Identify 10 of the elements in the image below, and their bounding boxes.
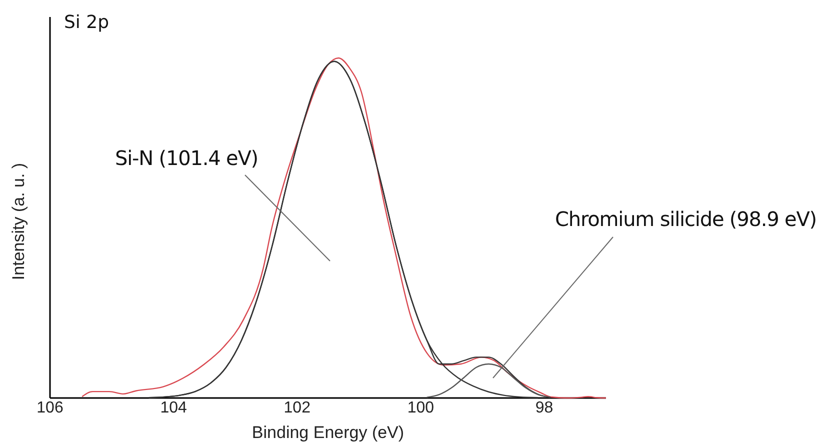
x-tick-label: 104 xyxy=(160,399,187,416)
annotation: Si-N (101.4 eV) xyxy=(115,146,258,170)
x-tick-label: 98 xyxy=(535,399,554,416)
x-tick-label: 102 xyxy=(284,399,311,416)
x-tick-label: 106 xyxy=(36,399,64,416)
x-tick-label: 100 xyxy=(407,399,434,416)
y-axis-title: Intensity (a. u. ) xyxy=(9,162,28,280)
x-axis-title: Binding Energy (eV) xyxy=(252,423,404,442)
chart-title: Si 2p xyxy=(64,12,110,33)
annotation: Chromium silicide (98.9 eV) xyxy=(555,207,816,231)
